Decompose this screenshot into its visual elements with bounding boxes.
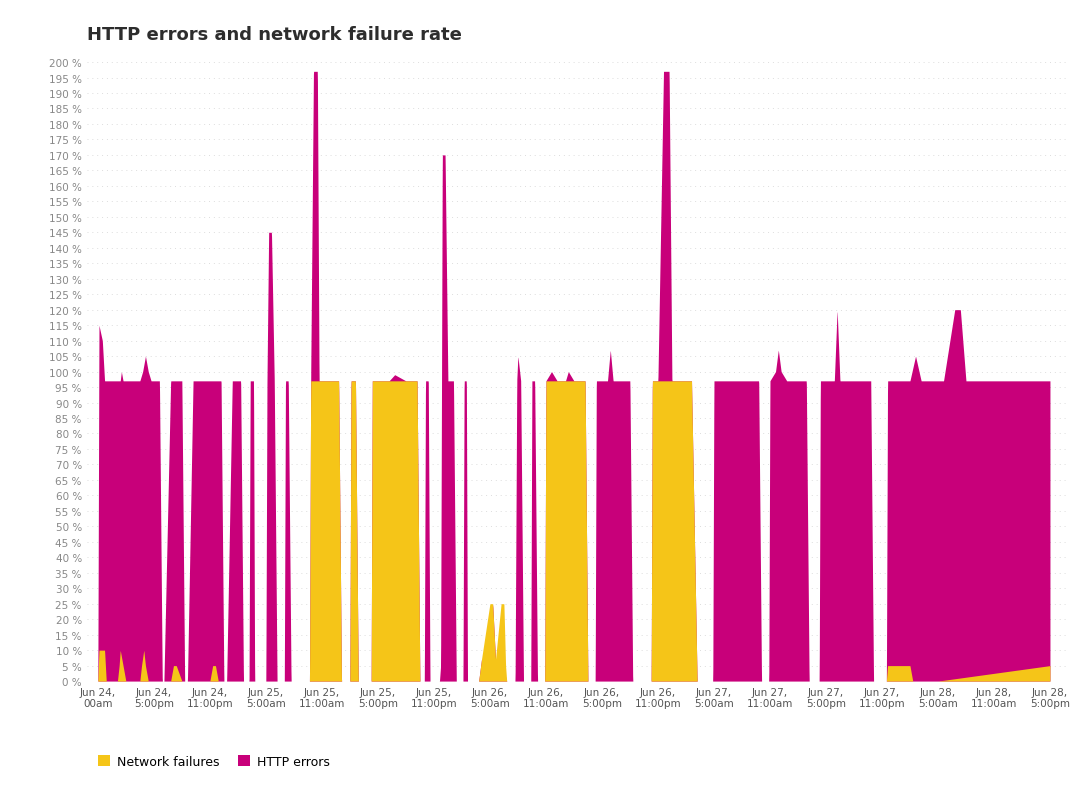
Text: HTTP errors and network failure rate: HTTP errors and network failure rate [87, 26, 461, 44]
Legend: Network failures, HTTP errors: Network failures, HTTP errors [93, 750, 335, 773]
